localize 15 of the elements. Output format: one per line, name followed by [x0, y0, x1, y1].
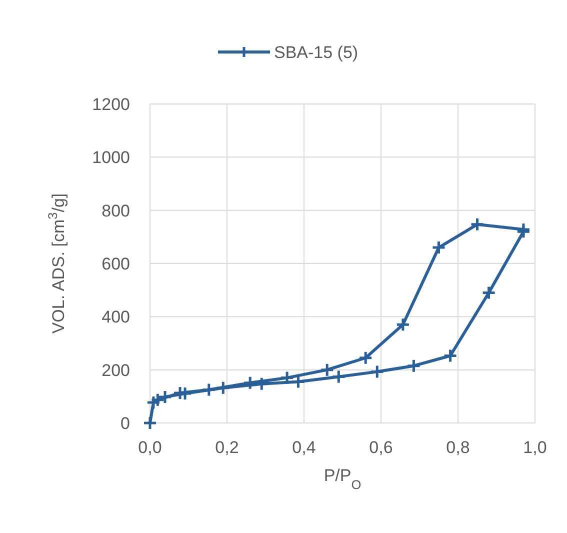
- y-tick-label: 1200: [92, 94, 130, 114]
- y-tick-label: 200: [102, 360, 130, 380]
- x-tick-label: 0,0: [138, 438, 162, 457]
- y-tick-label: 400: [102, 308, 130, 327]
- x-tick-label: 0,6: [369, 438, 393, 457]
- y-tick-label: 1000: [92, 148, 130, 168]
- x-tick-label: 0,2: [215, 438, 239, 457]
- y-tick-label: 800: [102, 201, 130, 220]
- x-tick-label: 0,4: [292, 438, 316, 457]
- x-tick-label: 0,8: [446, 438, 470, 457]
- x-tick-label: 1,0: [523, 438, 547, 457]
- y-tick-label: 600: [102, 254, 130, 274]
- y-tick-label: 0: [120, 414, 130, 433]
- x-axis-title: P/P$_{O}$: [324, 466, 362, 492]
- legend-label: SBA-15 (5): [274, 42, 358, 62]
